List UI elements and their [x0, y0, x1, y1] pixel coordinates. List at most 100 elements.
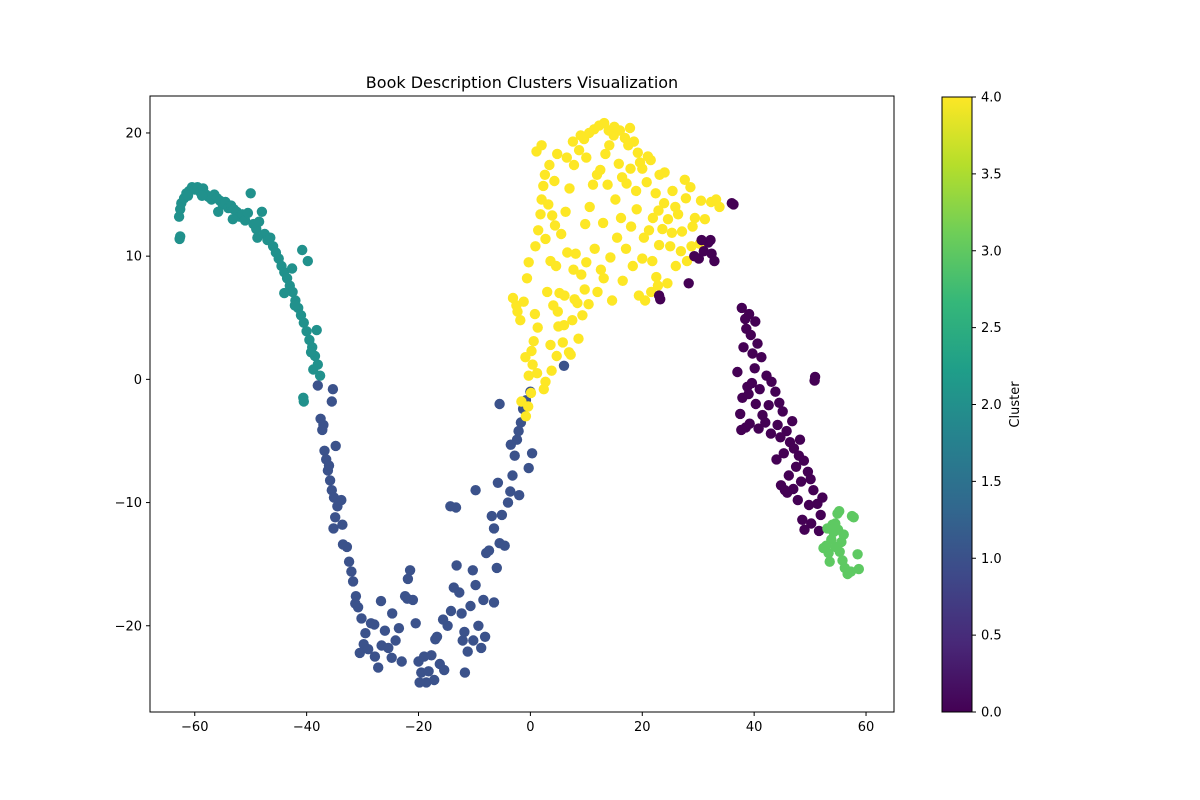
data-point-cluster-0 [763, 400, 774, 411]
data-point-cluster-4 [667, 185, 678, 197]
data-point-cluster-4 [584, 201, 595, 213]
data-point-cluster-4 [680, 193, 692, 204]
points-layer [173, 117, 864, 688]
data-point-cluster-4 [525, 387, 537, 399]
data-point-cluster-4 [542, 286, 553, 298]
colorbar-tick-label: 0.0 [981, 706, 1002, 721]
data-point-cluster-4 [632, 147, 643, 158]
data-point-cluster-0 [805, 474, 816, 485]
data-point-cluster-4 [695, 195, 707, 206]
data-point-cluster-4 [653, 239, 665, 251]
data-point-cluster-2 [297, 244, 308, 256]
data-point-cluster-0 [743, 388, 754, 400]
data-point-cluster-1 [318, 419, 329, 431]
data-point-cluster-4 [681, 255, 693, 267]
data-point-cluster-2 [311, 324, 322, 336]
x-tick-label: −40 [293, 720, 320, 735]
data-point-cluster-1 [350, 598, 361, 609]
data-point-cluster-4 [592, 286, 603, 298]
data-point-cluster-4 [623, 140, 634, 151]
colorbar-label: Cluster [1008, 381, 1023, 428]
y-tick-label: 20 [125, 126, 142, 141]
data-point-cluster-1 [462, 646, 473, 657]
data-point-cluster-1 [467, 565, 478, 576]
data-point-cluster-1 [429, 674, 440, 686]
data-point-cluster-1 [491, 562, 502, 574]
data-point-cluster-1 [336, 494, 347, 506]
data-point-cluster-1 [393, 623, 405, 634]
data-point-cluster-0 [750, 398, 761, 410]
data-point-cluster-4 [662, 214, 674, 225]
x-tick-label: −60 [181, 720, 208, 735]
data-point-cluster-0 [777, 406, 788, 417]
data-point-cluster-1 [369, 651, 381, 662]
data-point-cluster-4 [556, 228, 567, 240]
data-point-cluster-1 [502, 497, 514, 508]
data-point-cluster-2 [175, 231, 186, 242]
x-tick-label: 20 [634, 720, 651, 735]
data-point-cluster-0 [799, 524, 810, 535]
data-point-cluster-4 [523, 257, 534, 268]
data-point-cluster-1 [473, 620, 484, 631]
data-point-cluster-4 [699, 214, 711, 225]
data-point-cluster-0 [749, 363, 760, 374]
data-point-cluster-1 [375, 595, 387, 607]
data-point-cluster-0 [756, 352, 767, 363]
data-point-cluster-4 [549, 175, 560, 187]
data-point-cluster-2 [298, 396, 309, 407]
data-point-cluster-1 [456, 608, 467, 619]
data-point-cluster-0 [798, 455, 810, 466]
data-point-cluster-1 [346, 566, 357, 577]
data-point-cluster-4 [523, 370, 534, 381]
data-point-cluster-1 [360, 628, 371, 639]
data-point-cluster-1 [437, 614, 449, 625]
data-point-cluster-4 [573, 333, 584, 344]
data-point-cluster-2 [182, 190, 194, 201]
y-tick-label: −10 [115, 496, 142, 511]
data-point-cluster-4 [687, 221, 698, 232]
data-point-cluster-4 [616, 172, 628, 183]
data-point-cluster-4 [546, 365, 557, 376]
data-point-cluster-4 [552, 148, 563, 160]
data-point-cluster-0 [803, 499, 815, 511]
data-point-cluster-4 [602, 179, 613, 190]
data-point-cluster-4 [567, 315, 578, 326]
data-point-cluster-1 [494, 398, 505, 410]
data-point-cluster-0 [693, 253, 704, 264]
data-point-cluster-0 [775, 432, 786, 443]
data-point-cluster-4 [515, 315, 526, 326]
data-point-cluster-4 [568, 264, 579, 275]
data-point-cluster-4 [550, 260, 562, 272]
data-point-cluster-4 [536, 140, 547, 151]
data-point-cluster-1 [439, 664, 450, 676]
data-point-cluster-4 [558, 320, 570, 331]
data-point-cluster-0 [705, 234, 716, 246]
data-point-cluster-0 [760, 417, 771, 428]
colorbar: 0.0 0.5 1.0 1.5 2.0 2.5 3.0 3.5 4.0 Cluster [941, 91, 1023, 721]
data-point-cluster-4 [670, 201, 681, 213]
data-point-cluster-1 [457, 635, 468, 646]
data-point-cluster-3 [834, 506, 845, 517]
data-point-cluster-4 [543, 199, 554, 210]
data-point-cluster-0 [774, 397, 785, 408]
data-point-cluster-1 [514, 490, 525, 501]
data-point-cluster-0 [653, 290, 665, 301]
data-point-cluster-4 [540, 233, 551, 245]
data-point-cluster-4 [600, 148, 611, 160]
data-point-cluster-1 [410, 618, 421, 629]
data-point-cluster-1 [492, 477, 504, 488]
data-point-cluster-4 [625, 221, 637, 232]
data-point-cluster-0 [779, 485, 791, 496]
data-point-cluster-1 [363, 644, 374, 655]
data-point-cluster-3 [845, 566, 857, 577]
data-point-cluster-4 [545, 339, 556, 351]
data-point-cluster-1 [354, 647, 365, 659]
data-point-cluster-1 [383, 642, 394, 654]
data-point-cluster-4 [634, 157, 646, 168]
data-point-cluster-1 [343, 556, 355, 567]
data-point-cluster-4 [665, 241, 676, 252]
data-point-cluster-2 [286, 263, 298, 274]
data-point-cluster-0 [683, 278, 694, 289]
data-point-cluster-1 [488, 523, 500, 534]
